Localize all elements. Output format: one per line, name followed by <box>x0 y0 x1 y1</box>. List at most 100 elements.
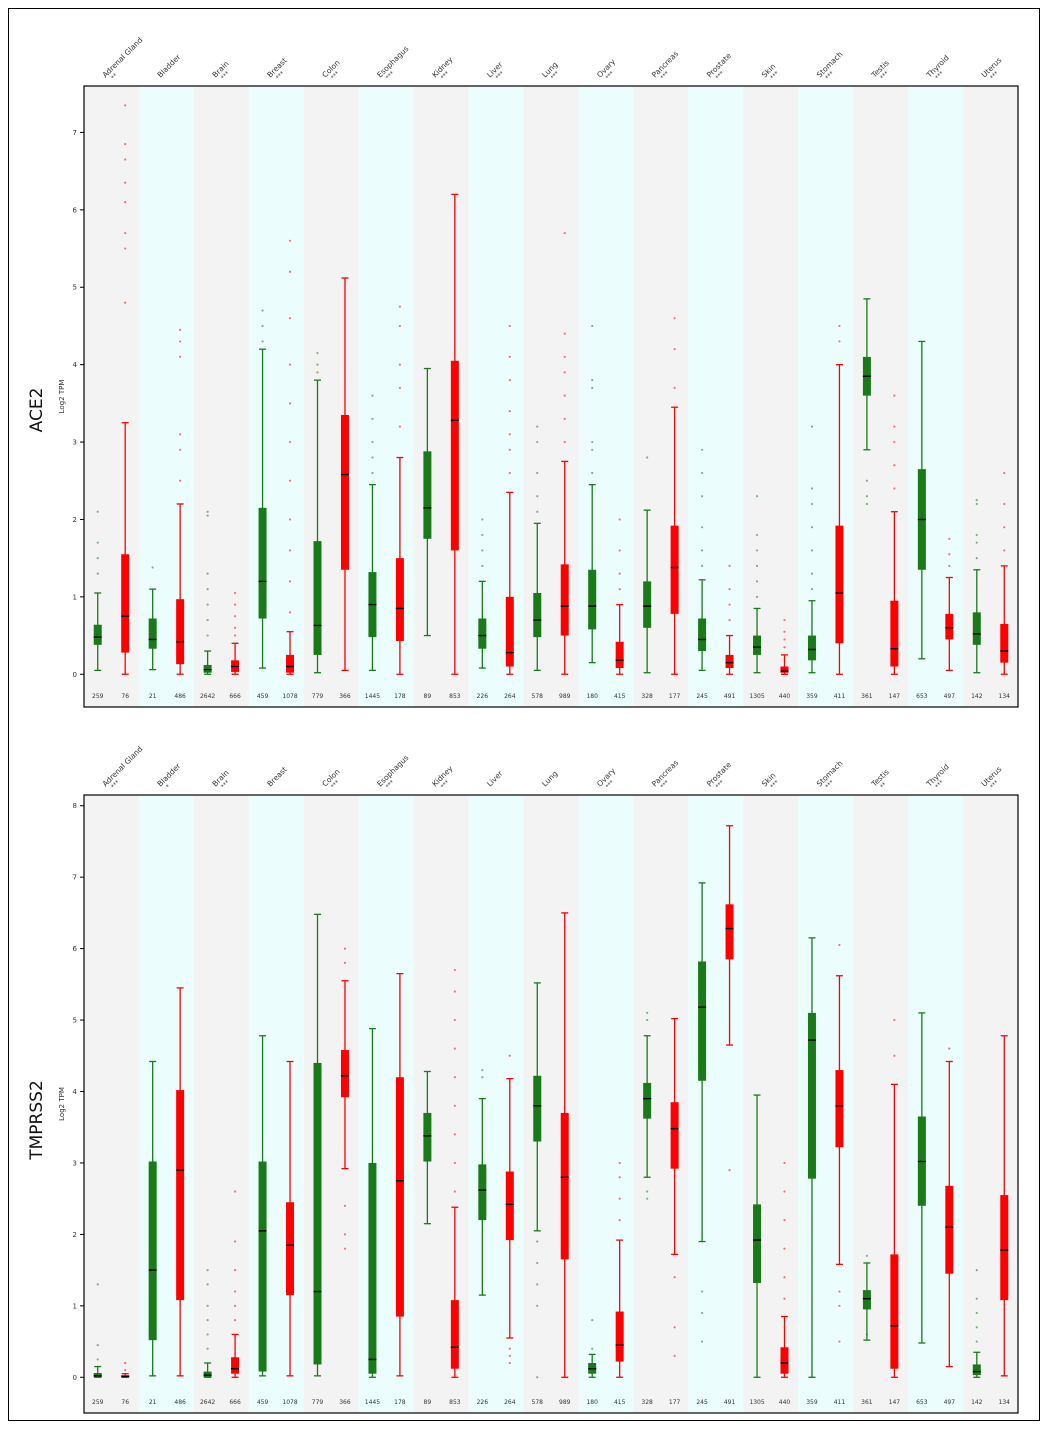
sample-count: 180 <box>586 693 598 700</box>
outlier-point <box>124 104 127 107</box>
tissue-band <box>413 795 469 1413</box>
iqr-box <box>862 1290 871 1310</box>
significance-label: *** <box>989 70 1000 81</box>
tissue-band <box>963 86 1018 707</box>
outlier-point <box>206 1347 209 1350</box>
sample-count: 1078 <box>282 1399 297 1406</box>
outlier-point <box>508 1347 511 1350</box>
tissue-band <box>303 795 359 1413</box>
sample-count: 486 <box>174 1399 186 1406</box>
iqr-box <box>945 613 954 640</box>
iqr-box <box>533 1075 542 1142</box>
outlier-point <box>508 324 511 328</box>
significance-label: * <box>165 783 172 790</box>
outlier-point <box>481 1076 484 1079</box>
tissue-band <box>853 795 909 1413</box>
outlier-point <box>893 1018 896 1022</box>
y-axis-title: Log2 TPM <box>58 1087 66 1121</box>
outlier-point <box>536 425 539 428</box>
sample-count: 1305 <box>749 693 764 700</box>
sample-count: 411 <box>834 693 846 700</box>
outlier-point <box>975 1326 978 1329</box>
iqr-box <box>615 641 624 669</box>
significance-label: *** <box>934 779 945 790</box>
outlier-point <box>453 1133 456 1136</box>
outlier-point <box>810 572 814 575</box>
outlier-point <box>1003 471 1006 475</box>
tissue-band <box>743 86 799 707</box>
outlier-point <box>453 990 456 993</box>
normal-box: 2642 <box>200 1269 215 1406</box>
sample-count: 361 <box>861 693 873 700</box>
normal-box: 142 <box>971 1269 983 1406</box>
iqr-box <box>780 666 789 673</box>
tissue-band <box>688 86 744 707</box>
iqr-box <box>148 1161 157 1341</box>
tumor-box: 440 <box>779 1161 790 1406</box>
iqr-box <box>176 599 185 665</box>
iqr-box <box>670 1102 679 1169</box>
outlier-point <box>508 409 511 413</box>
outlier-point <box>508 1361 511 1365</box>
iqr-box <box>972 1364 981 1376</box>
outlier-point <box>481 564 484 567</box>
normal-box: 328 <box>641 456 653 700</box>
outlier-point <box>536 1261 539 1265</box>
tissue-band <box>853 86 909 707</box>
iqr-box <box>203 664 212 673</box>
tumor-box: 666 <box>229 1190 241 1406</box>
iqr-box <box>505 1171 514 1241</box>
outlier-point <box>343 961 347 964</box>
outlier-point <box>563 417 566 420</box>
outlier-point <box>398 425 402 428</box>
outlier-point <box>536 1304 539 1307</box>
iqr-box <box>945 1185 954 1274</box>
outlier-point <box>700 448 704 451</box>
outlier-point <box>233 1190 237 1193</box>
outlier-point <box>398 386 402 389</box>
outlier-point <box>124 1361 127 1365</box>
tumor-box: 134 <box>999 471 1010 700</box>
outlier-point <box>591 324 594 328</box>
sample-count: 779 <box>312 693 324 700</box>
outlier-point <box>508 1054 511 1057</box>
outlier-point <box>536 1376 539 1379</box>
significance-label: *** <box>989 779 1000 790</box>
outlier-point <box>261 340 264 343</box>
outlier-point <box>316 351 319 355</box>
significance-label: *** <box>659 70 670 81</box>
outlier-point <box>700 471 704 475</box>
outlier-point <box>206 634 209 637</box>
outlier-point <box>783 1247 786 1250</box>
outlier-point <box>618 1219 621 1222</box>
tumor-box: 264 <box>504 324 516 700</box>
outlier-point <box>838 340 841 343</box>
tissue-band <box>523 795 579 1413</box>
iqr-box <box>258 507 267 619</box>
y-tick-label: 1 <box>73 593 77 601</box>
iqr-box <box>395 558 404 641</box>
tumor-box: 76 <box>121 1361 130 1406</box>
sample-count: 328 <box>641 693 653 700</box>
outlier-point <box>975 1340 978 1343</box>
sample-count: 459 <box>257 1399 269 1406</box>
normal-box: 359 <box>806 937 818 1406</box>
sample-count: 666 <box>229 1399 241 1406</box>
outlier-point <box>673 348 676 351</box>
outlier-point <box>673 1354 676 1357</box>
outlier-point <box>288 317 292 320</box>
tissue-label: Adrenal Gland <box>101 35 145 79</box>
outlier-point <box>288 402 292 405</box>
tumor-box: 989 <box>559 912 571 1406</box>
iqr-box <box>725 904 734 960</box>
outlier-point <box>233 591 237 595</box>
outlier-point <box>179 448 182 451</box>
outlier-point <box>618 1161 621 1165</box>
outlier-point <box>536 440 539 444</box>
iqr-box <box>588 569 597 630</box>
outlier-point <box>124 142 127 146</box>
sample-count: 853 <box>449 693 461 700</box>
sample-count: 21 <box>149 693 157 700</box>
iqr-box <box>258 1161 267 1372</box>
outlier-point <box>700 1290 704 1293</box>
